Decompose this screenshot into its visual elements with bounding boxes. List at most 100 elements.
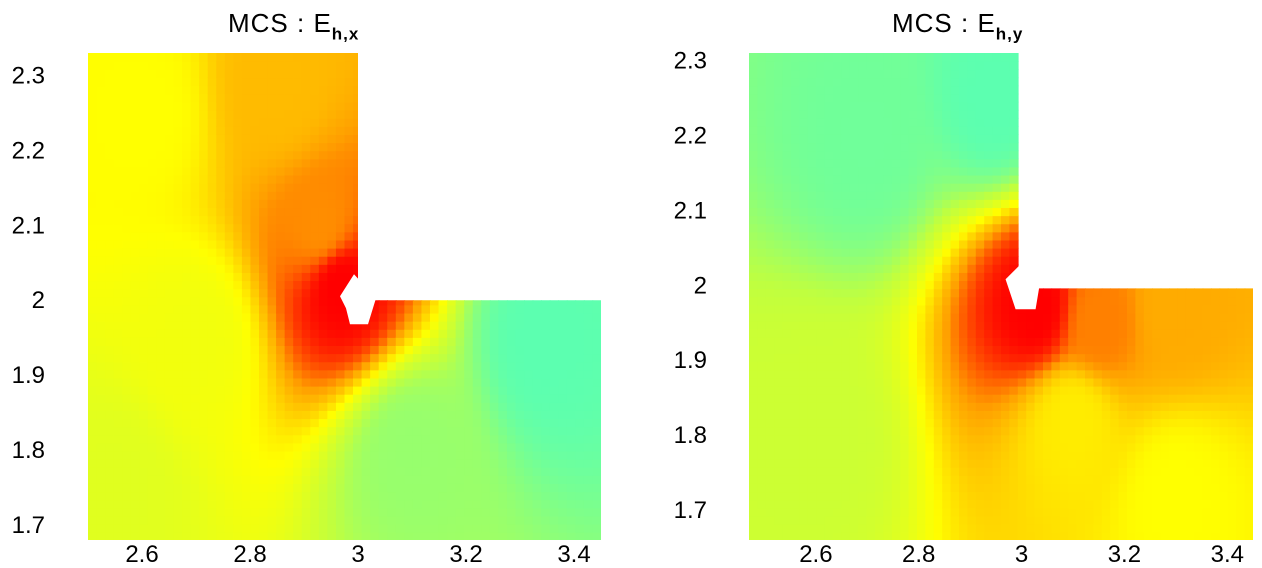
heatmap-cell: [344, 450, 354, 460]
heatmap-cell: [849, 142, 859, 152]
heatmap-cell: [592, 328, 601, 338]
heatmap-cell: [975, 466, 985, 476]
heatmap-cell: [858, 182, 868, 192]
heatmap-cell: [139, 61, 149, 71]
heatmap-cell: [353, 531, 363, 540]
heatmap-cell: [276, 134, 286, 144]
heatmap-cell: [1001, 304, 1011, 314]
heatmap-cell: [284, 53, 294, 62]
heatmap-cell: [164, 410, 175, 420]
heatmap-cell: [824, 402, 834, 411]
heatmap-cell: [799, 264, 809, 273]
heatmap-cell: [395, 491, 406, 501]
heatmap-cell: [130, 93, 141, 103]
heatmap-cell: [88, 142, 98, 152]
heatmap-cell: [933, 483, 943, 493]
heatmap-cell: [849, 385, 859, 395]
heatmap-cell: [959, 264, 969, 273]
heatmap-cell: [942, 142, 952, 152]
heatmap-cell: [549, 475, 560, 484]
heatmap-cell: [404, 304, 414, 314]
heatmap-cell: [335, 247, 346, 257]
heatmap-cell: [139, 207, 149, 217]
heatmap-cell: [782, 174, 792, 184]
heatmap-cell: [259, 296, 269, 306]
heatmap-cell: [250, 523, 260, 533]
heatmap-cell: [190, 223, 200, 233]
heatmap-cell: [105, 117, 115, 127]
heatmap-cell: [241, 531, 252, 540]
heatmap-cell: [858, 466, 868, 476]
heatmap-cell: [917, 61, 927, 71]
heatmap-cell: [933, 117, 943, 127]
heatmap-cell: [199, 328, 209, 338]
heatmap-cell: [353, 199, 363, 209]
heatmap-cell: [190, 264, 200, 273]
heatmap-cell: [1085, 296, 1095, 306]
heatmap-cell: [395, 426, 406, 436]
heatmap-cell: [353, 434, 363, 444]
heatmap-cell: [156, 61, 166, 71]
heatmap-cell: [276, 483, 286, 493]
heatmap-cell: [984, 69, 994, 79]
heatmap-cell: [156, 190, 166, 200]
heatmap-cell: [833, 369, 843, 379]
heatmap-cell: [113, 280, 123, 290]
heatmap-cell: [883, 458, 893, 468]
heatmap-cell: [173, 288, 183, 298]
heatmap-cell: [900, 483, 910, 493]
heatmap-cell: [908, 320, 918, 330]
heatmap-cell: [105, 320, 115, 330]
heatmap-cell: [549, 450, 560, 460]
heatmap-cell: [891, 117, 901, 127]
heatmap-cell: [182, 126, 192, 135]
heatmap-cell: [1059, 320, 1069, 330]
heatmap-cell: [105, 426, 115, 436]
heatmap-cell: [335, 150, 346, 160]
heatmap-cell: [344, 109, 354, 119]
heatmap-cell: [156, 369, 166, 379]
heatmap-cell: [749, 475, 759, 484]
heatmap-cell: [933, 385, 943, 395]
heatmap-cell: [984, 450, 994, 460]
heatmap-cell: [866, 280, 876, 290]
heatmap-cell: [866, 239, 876, 249]
heatmap-cell: [113, 523, 123, 533]
heatmap-cell: [353, 353, 363, 363]
heatmap-cell: [807, 450, 817, 460]
heatmap-cell: [875, 426, 885, 436]
heatmap-cell: [950, 288, 960, 298]
heatmap-cell: [344, 142, 354, 152]
heatmap-cell: [301, 77, 312, 87]
heatmap-cell: [883, 426, 893, 436]
heatmap-cell: [891, 215, 901, 225]
heatmap-cell: [318, 296, 329, 306]
heatmap-cell: [156, 499, 166, 509]
heatmap-cell: [164, 328, 175, 338]
heatmap-cell: [1009, 523, 1019, 533]
heatmap-cell: [532, 491, 542, 501]
heatmap-cell: [1043, 385, 1053, 395]
heatmap-cell: [583, 361, 594, 371]
heatmap-cell: [156, 93, 166, 103]
heatmap-cell: [455, 491, 465, 501]
heatmap-cell: [344, 150, 354, 160]
heatmap-cell: [250, 515, 260, 525]
heatmap-cell: [933, 450, 943, 460]
heatmap-cell: [421, 402, 431, 411]
heatmap-cell: [883, 361, 893, 371]
heatmap-cell: [284, 483, 294, 493]
heatmap-cell: [765, 393, 775, 403]
heatmap-cell: [395, 361, 406, 371]
heatmap-cell: [592, 337, 601, 346]
heatmap-cell: [950, 483, 960, 493]
heatmap-cell: [1009, 126, 1019, 135]
heatmap-cell: [524, 483, 534, 493]
heatmap-cell: [908, 272, 918, 282]
heatmap-cell: [891, 190, 901, 200]
heatmap-cell: [875, 377, 885, 387]
heatmap-cell: [917, 483, 927, 493]
heatmap-cell: [992, 231, 1002, 241]
heatmap-cell: [575, 296, 585, 306]
heatmap-cell: [216, 101, 226, 111]
